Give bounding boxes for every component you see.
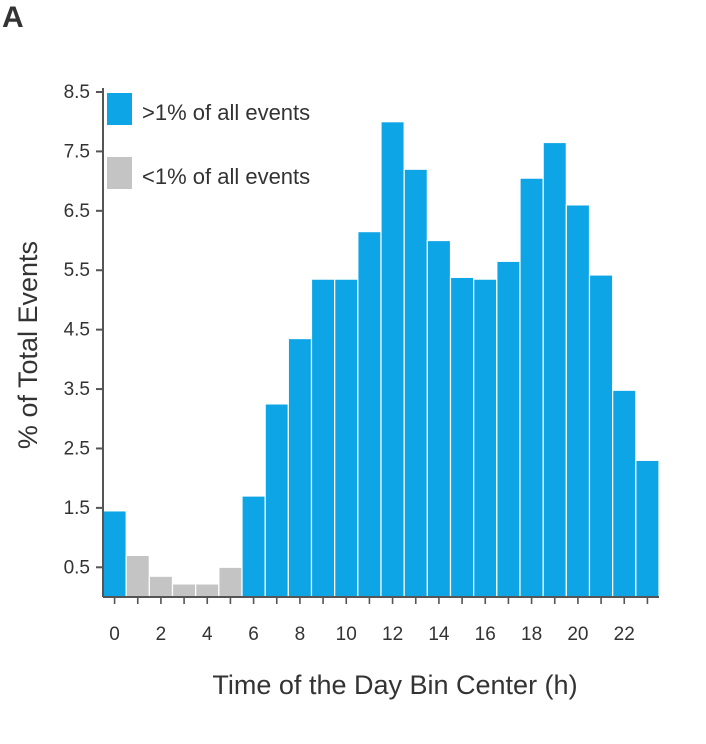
bar	[403, 168, 428, 598]
bar	[334, 278, 359, 598]
y-tick-label: 1.5	[64, 498, 90, 519]
x-tick-label: 14	[428, 624, 450, 645]
bar	[218, 566, 243, 598]
x-tick-label: 10	[336, 624, 357, 645]
bar	[264, 403, 289, 598]
x-tick-label: 16	[475, 624, 496, 645]
bar	[565, 204, 591, 598]
x-axis-ticks: 0 2 4 6 8 10 12 14 16 18 20 22	[109, 597, 649, 645]
y-tick-label: 3.5	[64, 379, 90, 400]
bar	[426, 239, 452, 598]
y-tick-label: 0.5	[64, 557, 90, 578]
legend-label: <1% of all events	[142, 164, 310, 189]
x-tick-label: 6	[248, 624, 259, 645]
bars	[102, 121, 660, 598]
x-axis-title: Time of the Day Bin Center (h)	[212, 670, 577, 700]
bar	[148, 575, 174, 598]
bar	[635, 459, 660, 598]
bar	[380, 121, 405, 598]
y-axis-title: % of Total Events	[13, 241, 43, 449]
bar	[357, 231, 382, 598]
bar	[588, 274, 614, 598]
y-tick-label: 7.5	[64, 141, 90, 162]
y-tick-label: 2.5	[64, 438, 90, 459]
legend: >1% of all events <1% of all events	[107, 93, 310, 189]
bar	[125, 554, 150, 598]
y-tick-label: 6.5	[64, 201, 90, 222]
x-tick-label: 22	[614, 624, 635, 645]
y-tick-label: 8.5	[64, 82, 90, 103]
legend-swatch	[107, 157, 132, 189]
bar	[171, 583, 197, 598]
bar	[519, 177, 544, 598]
bar	[195, 583, 220, 598]
y-axis-ticks: 0.5 1.5 2.5 3.5 4.5 5.5 6.5 7.5 8.5	[64, 82, 103, 578]
bar	[612, 389, 637, 598]
axes	[102, 88, 659, 598]
legend-label: >1% of all events	[142, 100, 310, 125]
bar	[102, 510, 127, 598]
panel-label: A	[2, 1, 24, 34]
y-tick-label: 5.5	[64, 260, 90, 281]
bar	[287, 337, 313, 598]
x-tick-label: 20	[567, 624, 588, 645]
x-tick-label: 12	[382, 624, 403, 645]
bar	[473, 278, 498, 598]
bar	[310, 278, 336, 598]
legend-swatch	[107, 93, 132, 125]
x-tick-label: 8	[295, 624, 306, 645]
x-tick-label: 2	[156, 624, 167, 645]
x-tick-label: 4	[202, 624, 213, 645]
x-tick-label: 0	[109, 624, 120, 645]
bar	[542, 141, 567, 598]
bar	[449, 276, 475, 598]
x-tick-label: 18	[521, 624, 542, 645]
bar	[241, 495, 266, 598]
y-tick-label: 4.5	[64, 320, 90, 341]
bar	[496, 260, 521, 598]
